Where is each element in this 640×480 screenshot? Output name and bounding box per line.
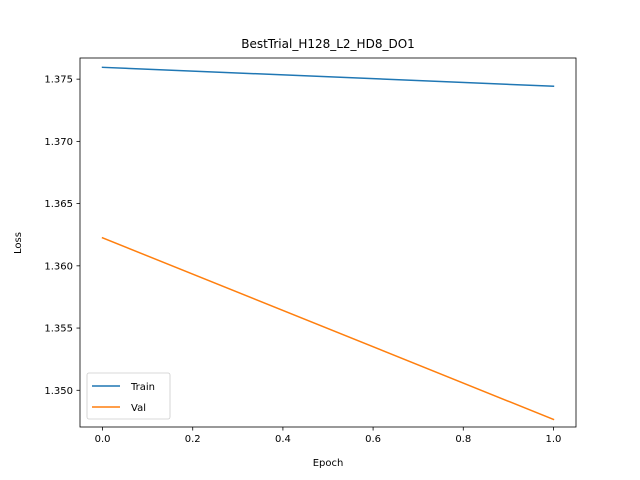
x-tick-label: 0.4 <box>275 434 291 445</box>
x-tick-label: 0.2 <box>185 434 201 445</box>
axes-background <box>80 58 576 427</box>
legend-box <box>86 372 171 420</box>
x-tick-label: 0.0 <box>95 434 111 445</box>
x-axis: 0.0 0.2 0.4 0.6 0.8 1.0 <box>95 427 562 445</box>
plot-area <box>79 57 577 428</box>
series-layer <box>101 66 555 421</box>
y-axis-label: Loss <box>13 232 24 254</box>
y-tick-label: 1.355 <box>44 324 73 335</box>
x-tick-label: 0.8 <box>455 434 471 445</box>
series-line-val <box>101 236 555 421</box>
x-tick-label: 0.6 <box>365 434 381 445</box>
legend-items: Train Val <box>92 382 155 414</box>
axes-frame <box>79 57 577 428</box>
y-axis: 1.350 1.355 1.360 1.365 1.370 1.375 <box>44 75 80 397</box>
legend: Train Val <box>86 372 171 420</box>
y-tick-label: 1.370 <box>44 137 73 148</box>
y-tick-label: 1.365 <box>44 199 73 210</box>
legend-label-val: Val <box>131 403 146 414</box>
y-tick-label: 1.360 <box>44 261 73 272</box>
x-axis-label: Epoch <box>313 458 344 469</box>
legend-label-train: Train <box>130 382 155 393</box>
y-tick-label: 1.375 <box>44 75 73 86</box>
series-line-train <box>101 66 555 88</box>
x-tick-label: 1.0 <box>546 434 562 445</box>
chart-title: BestTrial_H128_L2_HD8_DO1 <box>241 37 415 51</box>
y-tick-label: 1.350 <box>44 386 73 397</box>
